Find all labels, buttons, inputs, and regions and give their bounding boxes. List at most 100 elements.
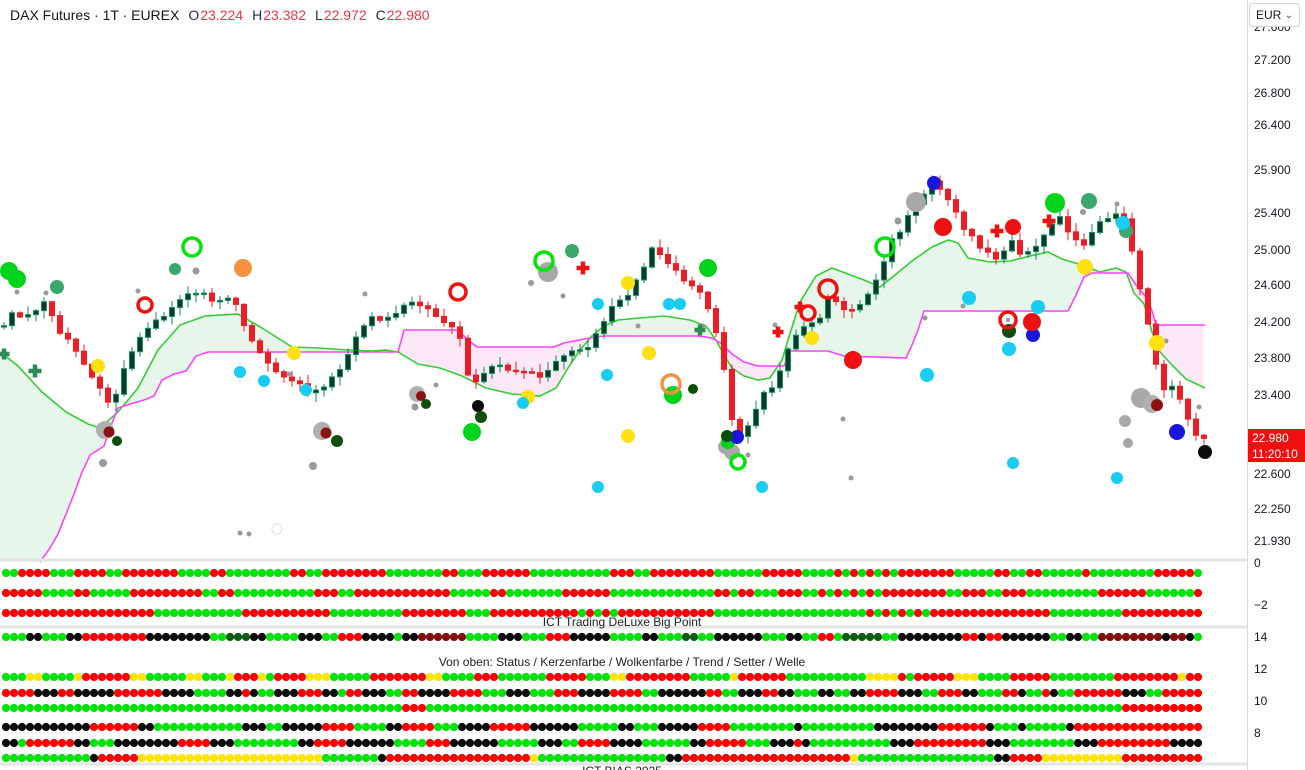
trend-row-dot: [489, 722, 499, 732]
bigpoint-row-3-dot: [281, 608, 291, 618]
signal-dot: [621, 429, 635, 443]
bigpoint-row-1-dot: [393, 568, 403, 578]
wolkenfarbe-row-dot: [865, 703, 875, 713]
candle-body: [57, 315, 63, 334]
bigpoint-row-2-dot: [705, 588, 715, 598]
trend-row-dot: [121, 722, 131, 732]
candle-body: [617, 299, 623, 307]
kerzenfarbe-row-dot: [849, 688, 859, 698]
bigpoint-row-3-dot: [849, 608, 859, 618]
status-row-dot: [769, 672, 779, 682]
setter-row-dot: [169, 738, 179, 748]
axis-tick-label: 8: [1254, 726, 1261, 740]
candle-body: [761, 391, 767, 410]
wolkenfarbe-row-dot: [801, 703, 811, 713]
bigpoint-row-3-dot: [169, 608, 179, 618]
bigpoint-row-1-dot: [257, 568, 267, 578]
bigpoint-row-3-dot: [225, 608, 235, 618]
candle-body: [825, 296, 831, 319]
signal-ring: [817, 278, 839, 300]
wolkenfarbe-row-dot: [785, 703, 795, 713]
status-row-dot: [545, 672, 555, 682]
setter-row-dot: [73, 738, 83, 748]
trend-row-dot: [593, 722, 603, 732]
status-row-dot: [833, 672, 843, 682]
wolkenfarbe-row-dot: [713, 703, 723, 713]
bigpoint-row-1-dot: [137, 568, 147, 578]
trend-row-dot: [801, 722, 811, 732]
wolkenfarbe-row-dot: [449, 703, 459, 713]
welle-row-dot: [801, 753, 811, 763]
setter-row-dot: [889, 738, 899, 748]
bigpoint-row-1-dot: [1145, 568, 1155, 578]
status-row-dot: [385, 672, 395, 682]
bigpoint-row-2-dot: [217, 588, 227, 598]
pane3-row-14-dot: [361, 632, 371, 642]
setter-row-dot: [689, 738, 699, 748]
bigpoint-row-3-dot: [1041, 608, 1051, 618]
bigpoint-row-2-dot: [1057, 588, 1067, 598]
trend-row-dot: [729, 722, 739, 732]
bigpoint-row-1-dot: [561, 568, 571, 578]
kerzenfarbe-row-dot: [233, 688, 243, 698]
kerzenfarbe-row-dot: [1089, 688, 1099, 698]
setter-row-dot: [65, 738, 75, 748]
bigpoint-row-2-dot: [321, 588, 331, 598]
trend-row-dot: [881, 722, 891, 732]
bigpoint-row-2-dot: [1025, 588, 1035, 598]
setter-row-dot: [153, 738, 163, 748]
status-row-dot: [873, 672, 883, 682]
bigpoint-row-2-dot: [433, 588, 443, 598]
signal-dot: [844, 351, 862, 369]
wolkenfarbe-row-dot: [745, 703, 755, 713]
wolkenfarbe-row-dot: [121, 703, 131, 713]
symbol-legend[interactable]: DAX Futures · 1T · EUREX O23.224 H23.382 L…: [10, 7, 430, 23]
bigpoint-row-1-dot: [513, 568, 523, 578]
bigpoint-row-3-dot: [457, 608, 467, 618]
bigpoint-row-3-dot: [993, 608, 1003, 618]
trend-row-dot: [761, 722, 771, 732]
wolkenfarbe-row-dot: [129, 703, 139, 713]
signal-dot: [1114, 201, 1120, 207]
signal-plus: [794, 301, 806, 313]
status-row-dot: [9, 672, 19, 682]
bigpoint-row-1-dot: [553, 568, 563, 578]
setter-row-dot: [1121, 738, 1131, 748]
bigpoint-row-1-dot: [17, 568, 27, 578]
trend-row-dot: [337, 722, 347, 732]
bigpoint-row-1-dot: [937, 568, 947, 578]
setter-row-dot: [281, 738, 291, 748]
wolkenfarbe-row-dot: [1009, 703, 1019, 713]
signal-dot: [1151, 399, 1163, 411]
bigpoint-row-2-dot: [833, 588, 843, 598]
trend-row-dot: [921, 722, 931, 732]
bigpoint-row-2-dot: [513, 588, 523, 598]
candle-body: [801, 326, 807, 336]
welle-row-dot: [1057, 753, 1067, 763]
price-axis[interactable]: 22.980 11:20:10 27.600 27.200 26.800 26.400…: [1247, 0, 1305, 770]
welle-row-dot: [825, 753, 835, 763]
setter-row-dot: [273, 738, 283, 748]
wolkenfarbe-row-dot: [65, 703, 75, 713]
wolkenfarbe-row-dot: [641, 703, 651, 713]
welle-row-dot: [57, 753, 67, 763]
bigpoint-row-3-dot: [345, 608, 355, 618]
wolkenfarbe-row-dot: [897, 703, 907, 713]
bigpoint-row-2-dot: [961, 588, 971, 598]
currency-selector[interactable]: EUR ⌄: [1249, 3, 1300, 27]
bigpoint-row-2-dot: [505, 588, 515, 598]
bigpoint-row-1-dot: [521, 568, 531, 578]
axis-tick-label: 25.000: [1254, 243, 1291, 257]
candle-body: [793, 334, 799, 350]
bigpoint-row-2-dot: [769, 588, 779, 598]
status-row-dot: [201, 672, 211, 682]
bigpoint-row-1-dot: [1073, 568, 1083, 578]
symbol-title[interactable]: DAX Futures · 1T · EUREX: [10, 7, 180, 23]
welle-row-dot: [753, 753, 763, 763]
bigpoint-row-3-dot: [777, 608, 787, 618]
bigpoint-row-1-dot: [209, 568, 219, 578]
signal-dot: [756, 481, 768, 493]
candle-body: [105, 387, 111, 403]
bigpoint-row-3-dot: [961, 608, 971, 618]
